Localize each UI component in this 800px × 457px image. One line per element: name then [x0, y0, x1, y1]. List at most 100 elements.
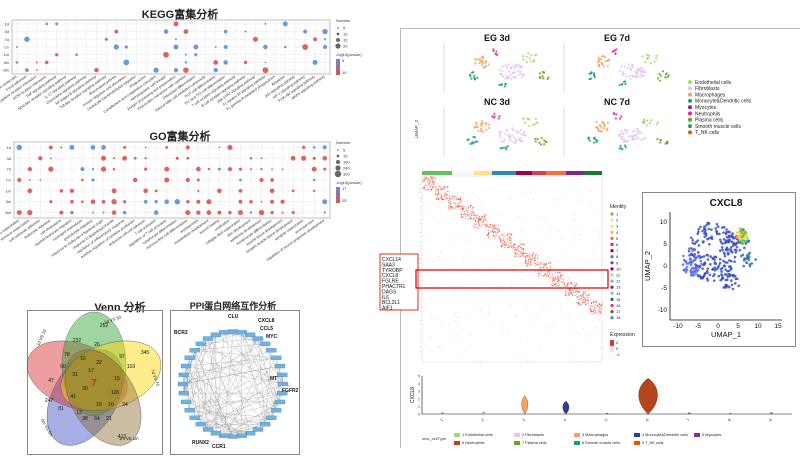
heatmap-cell	[540, 248, 542, 250]
umap-cell	[530, 53, 533, 57]
heatmap-cell	[438, 187, 440, 189]
cxcl8-cell	[684, 270, 688, 274]
heatmap-group-bar	[492, 171, 516, 175]
heatmap-cell	[522, 244, 524, 246]
cxcl8-cell	[687, 262, 690, 265]
heatmap-cell	[437, 346, 439, 348]
heatmap-cell	[591, 301, 593, 303]
cxcl8-cell	[732, 274, 735, 278]
dot	[81, 200, 84, 203]
umap-axis-label: UMAP_2	[414, 119, 419, 138]
heatmap-cell	[562, 279, 564, 281]
heatmap-cell	[469, 206, 471, 207]
heatmap-cell	[538, 275, 540, 277]
umap-cell	[473, 126, 476, 129]
cxcl8-cell	[718, 261, 722, 265]
heatmap-cell	[431, 351, 433, 353]
heatmap-cell	[574, 233, 576, 235]
cxcl8-cell	[698, 254, 702, 258]
heatmap-cell	[599, 311, 601, 313]
heatmap-cell	[471, 212, 472, 214]
dot	[165, 146, 169, 149]
heatmap-cell	[469, 216, 471, 218]
heatmap-cell	[599, 304, 601, 306]
heatmap-cell	[598, 319, 600, 321]
heatmap-cell	[598, 310, 600, 312]
heatmap-cell	[541, 274, 543, 276]
heatmap-cell	[594, 306, 595, 308]
dot	[238, 167, 243, 171]
cxcl8-cell	[725, 278, 729, 281]
umap-cell	[533, 123, 536, 126]
heatmap-cell	[578, 300, 580, 302]
heatmap-cell	[571, 292, 573, 294]
umap-cell	[488, 123, 491, 126]
heatmap-cell	[441, 197, 443, 199]
expression-swatch	[609, 339, 615, 347]
heatmap-cell	[475, 216, 477, 218]
heatmap-cell	[577, 291, 579, 293]
heatmap-cell	[579, 295, 581, 297]
violin-shape	[687, 412, 691, 415]
heatmap-cell	[575, 283, 577, 285]
ppi-edge	[182, 365, 281, 385]
umap-legend-label: Smooth muscle cells	[695, 124, 741, 130]
heatmap-cell	[461, 216, 462, 218]
umap-cell	[513, 67, 516, 70]
heatmap-cell	[508, 246, 509, 248]
legend-size-label: 15	[343, 38, 348, 43]
heatmap-cell	[560, 272, 561, 274]
umap-cell	[507, 135, 511, 138]
heatmap-cell	[456, 206, 458, 207]
cxcl8-cell	[729, 246, 733, 249]
heatmap-row-label: —	[419, 276, 422, 278]
heatmap-cell	[429, 329, 431, 331]
heatmap-cell	[510, 240, 512, 242]
heatmap-cell	[453, 233, 454, 234]
heatmap-cell	[490, 227, 492, 229]
venn-count: 31	[72, 372, 78, 378]
dot	[197, 189, 200, 192]
heatmap-cell	[516, 250, 517, 252]
heatmap-cell	[476, 227, 477, 229]
cxcl8-cell	[745, 254, 749, 258]
heatmap-cell	[478, 227, 480, 229]
umap-cell	[528, 124, 531, 128]
heatmap-cell	[581, 295, 583, 297]
cxcl8-cell	[698, 274, 702, 278]
heatmap-cell	[470, 214, 472, 216]
heatmap-cell	[583, 298, 585, 300]
dot	[249, 157, 253, 160]
dot	[206, 210, 212, 215]
dot	[260, 168, 263, 171]
heatmap-cell	[546, 264, 548, 266]
heatmap-cell	[473, 227, 475, 229]
dot	[16, 210, 22, 216]
heatmap-row-label: —	[419, 271, 422, 273]
heatmap-row-label: —	[419, 320, 422, 322]
ppi-node	[202, 336, 214, 341]
dot	[322, 145, 327, 150]
dot	[15, 61, 19, 64]
heatmap-cell	[583, 292, 585, 293]
ppi-node	[252, 336, 264, 341]
heatmap-cell	[572, 294, 574, 296]
ppi-title: PPI蛋白网络互作分析	[189, 301, 277, 311]
umap-cell	[511, 139, 514, 143]
umap-cell	[480, 127, 483, 131]
heatmap-cell	[458, 205, 460, 207]
heatmap-cell	[574, 283, 576, 285]
heatmap-cell	[528, 255, 530, 257]
heatmap-cell	[466, 210, 468, 212]
violin-shape	[482, 411, 485, 415]
heatmap-cell	[460, 196, 462, 198]
umap-cell	[601, 63, 604, 66]
heatmap-cell	[522, 243, 523, 245]
venn-count: 10	[108, 402, 114, 408]
violin-x-label: 2	[480, 417, 486, 423]
heatmap-cell	[550, 262, 552, 264]
umap-cell	[506, 66, 509, 69]
heatmap-cell	[505, 243, 507, 244]
heatmap-cell	[546, 236, 548, 237]
heatmap-cell	[522, 263, 524, 265]
